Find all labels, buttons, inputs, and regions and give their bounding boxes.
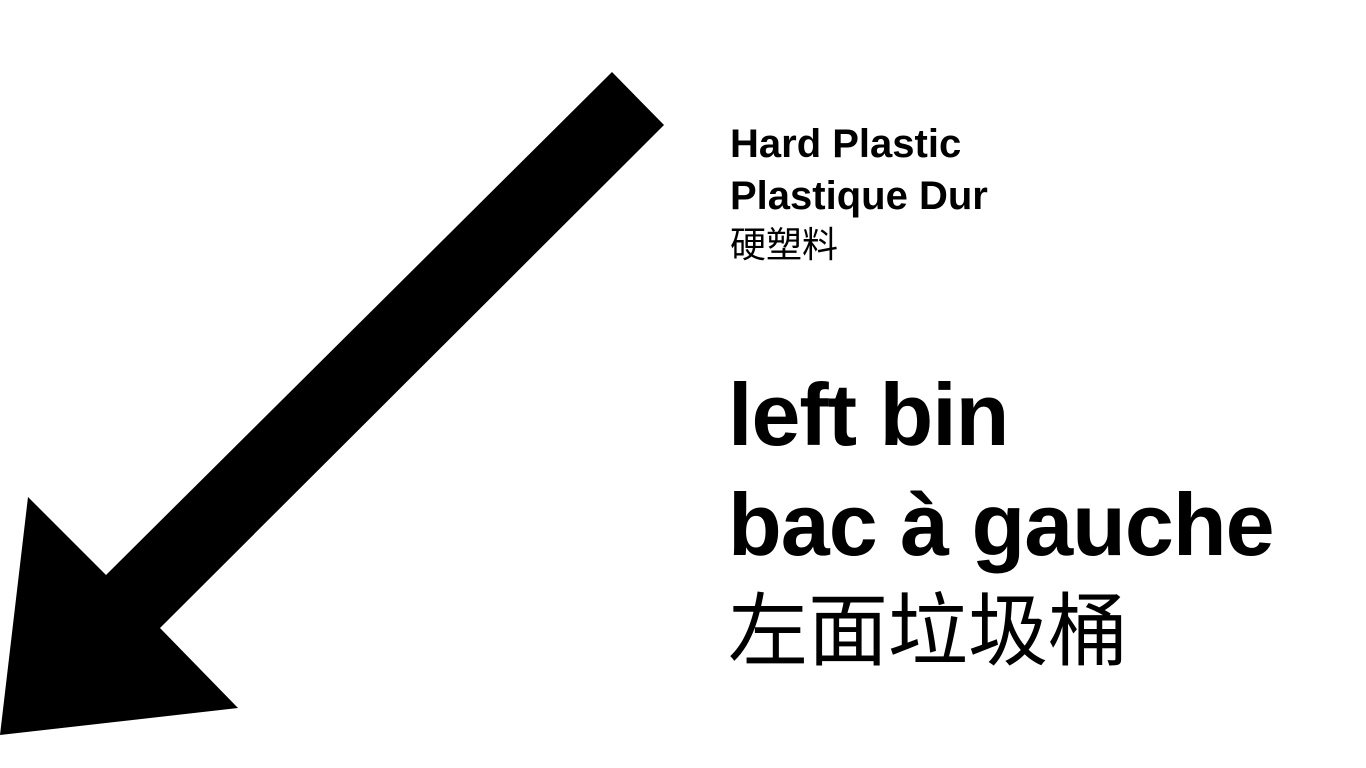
material-french: Plastique Dur — [730, 174, 988, 218]
destination-english: left bin — [728, 365, 1009, 464]
material-chinese: 硬塑料 — [730, 225, 839, 266]
destination-french: bac à gauche — [728, 475, 1275, 574]
material-label: Hard Plastic Plastique Dur 硬塑料 — [730, 118, 988, 270]
destination-label: left bin bac à gauche 左面垃圾桶 — [728, 360, 1275, 684]
arrow-shape — [0, 72, 664, 735]
destination-chinese: 左面垃圾桶 — [728, 585, 1128, 678]
material-english: Hard Plastic — [730, 122, 962, 166]
arrow-down-left-icon — [0, 72, 664, 735]
